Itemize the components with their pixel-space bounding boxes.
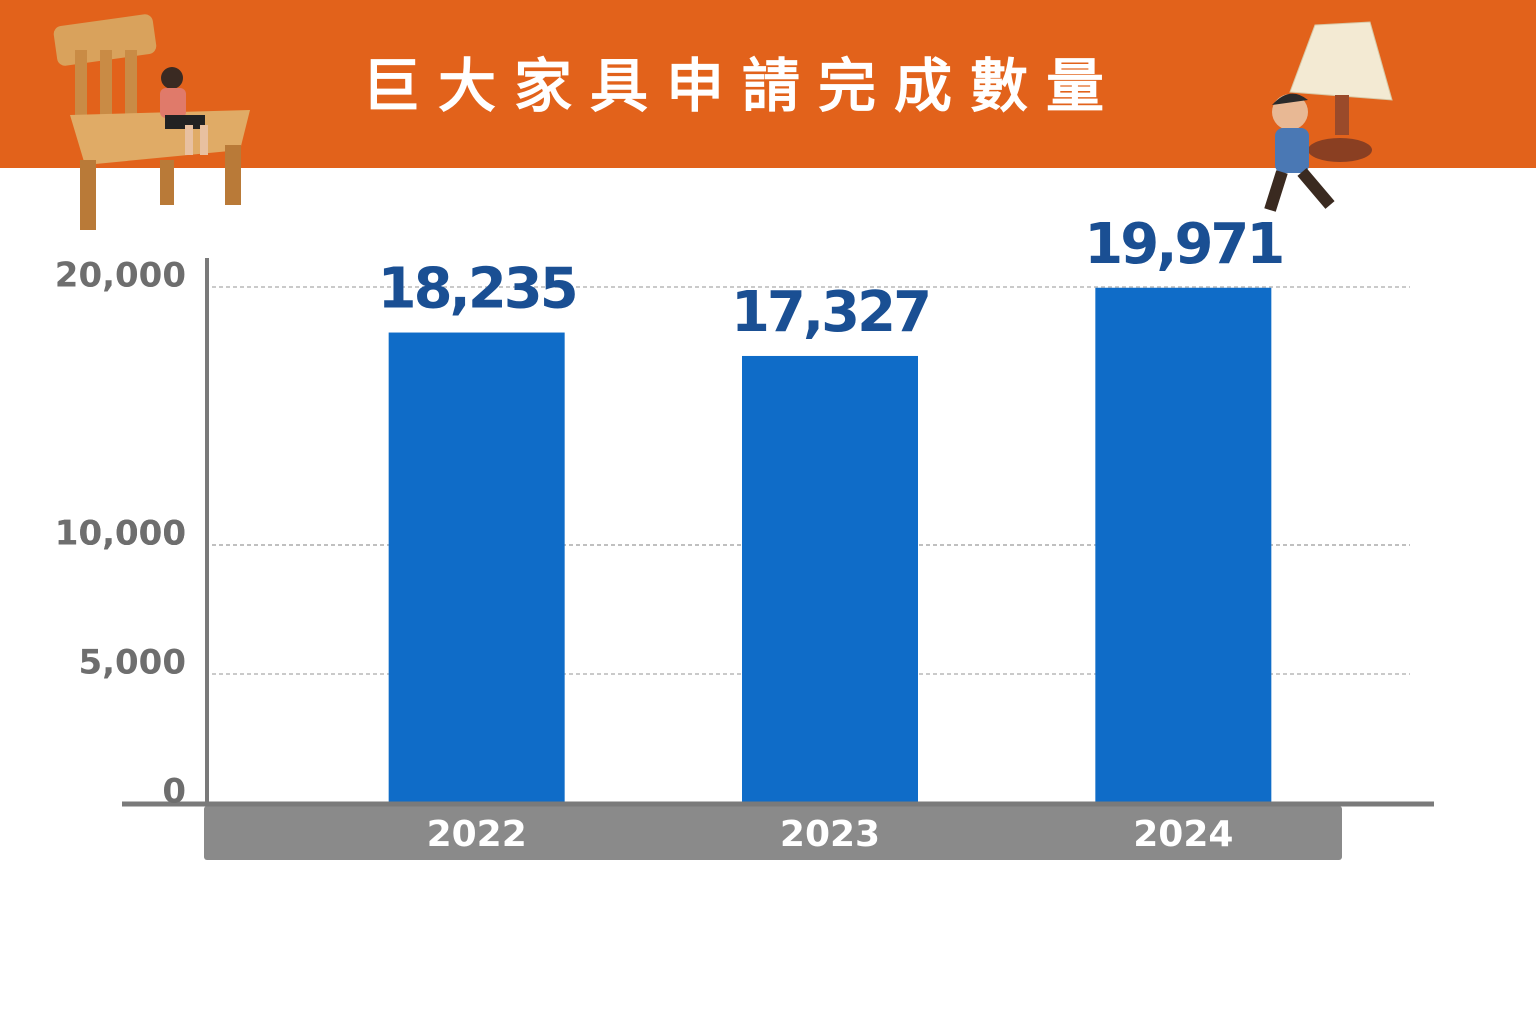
bar (742, 355, 918, 803)
y-tick-label: 0 (162, 772, 186, 812)
category-band (204, 806, 1342, 860)
x-tick-label: 2024 (1133, 814, 1233, 855)
x-tick-label: 2023 (780, 814, 880, 855)
y-tick-label: 10,000 (55, 514, 186, 554)
y-tick-label: 10,000 (55, 514, 186, 554)
y-tick-label: 5,000 (78, 643, 186, 683)
bar (1095, 287, 1272, 804)
lamp-illustration (1264, 21, 1393, 212)
value-label: 19,971 (1084, 212, 1282, 277)
chair-illustration (53, 14, 250, 230)
value-label: 18,235 (378, 257, 576, 322)
x-tick-label: 2022 (427, 814, 527, 855)
y-tick-label: 20,000 (55, 256, 186, 296)
chart-title: 巨大家具申請完成數量 (362, 52, 1122, 120)
value-label: 17,327 (731, 280, 929, 345)
bar (388, 332, 565, 803)
